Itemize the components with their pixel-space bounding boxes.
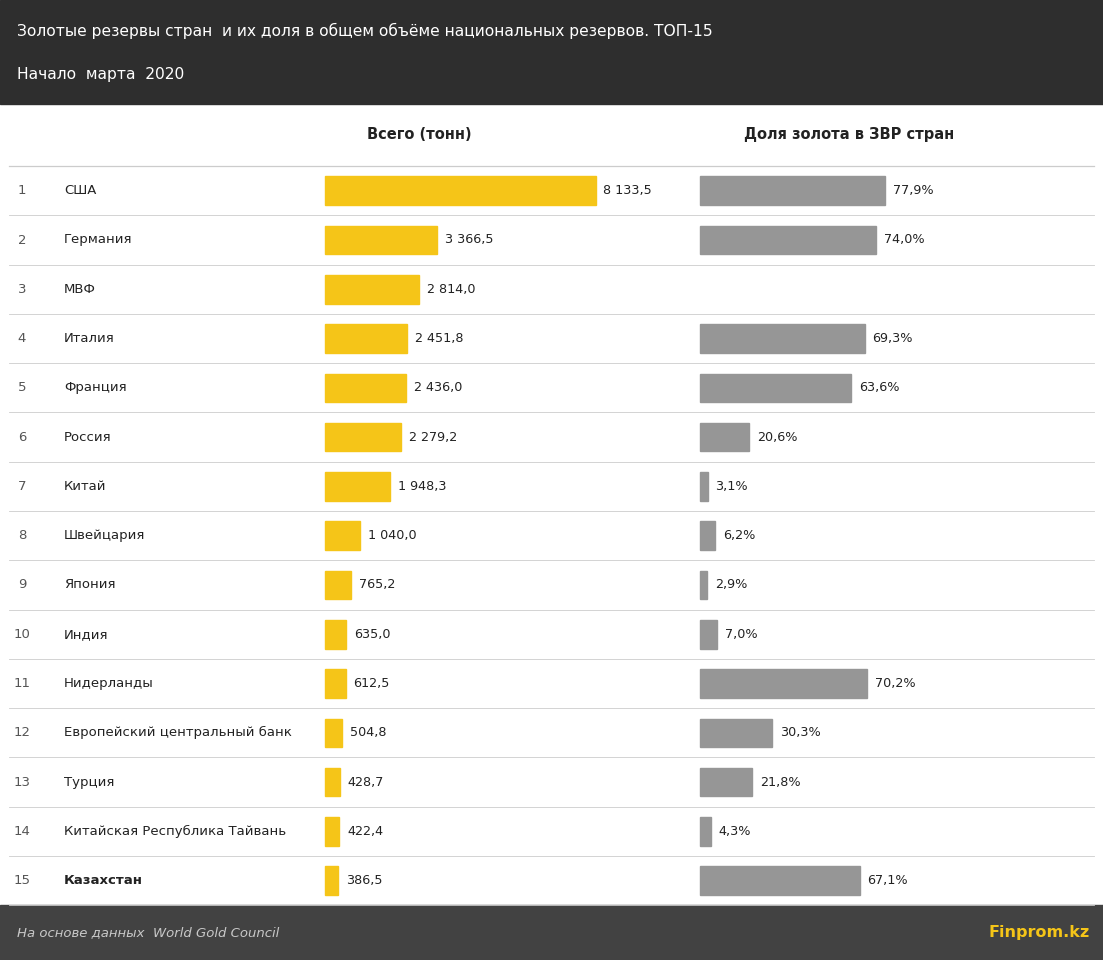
Text: 2,9%: 2,9%: [715, 579, 748, 591]
Text: Китайская Республика Тайвань: Китайская Республика Тайвань: [64, 825, 286, 838]
Text: Всего (тонн): Всего (тонн): [367, 128, 471, 142]
Bar: [700, 226, 876, 254]
Bar: [700, 373, 852, 402]
Text: 70,2%: 70,2%: [875, 677, 915, 690]
Bar: [700, 718, 772, 747]
Text: 6: 6: [18, 431, 26, 444]
Text: 5: 5: [18, 381, 26, 395]
Text: Золотые резервы стран  и их доля в общем объёме национальных резервов. ТОП-15: Золотые резервы стран и их доля в общем …: [17, 23, 713, 39]
Text: Finprom.kz: Finprom.kz: [988, 925, 1090, 940]
Text: 2 451,8: 2 451,8: [415, 332, 463, 345]
Bar: [325, 177, 596, 205]
Text: 428,7: 428,7: [347, 776, 384, 788]
Bar: [325, 718, 342, 747]
Text: 386,5: 386,5: [346, 875, 383, 887]
Text: 12: 12: [13, 727, 31, 739]
Text: 1 040,0: 1 040,0: [367, 529, 416, 542]
Text: 9: 9: [18, 579, 26, 591]
Bar: [0, 0, 1103, 104]
Bar: [325, 275, 419, 303]
Text: Италия: Италия: [64, 332, 115, 345]
Text: 4,3%: 4,3%: [718, 825, 751, 838]
Bar: [325, 472, 390, 501]
Text: 422,4: 422,4: [347, 825, 383, 838]
Text: Европейский центральный банк: Европейский центральный банк: [64, 727, 292, 739]
Bar: [700, 817, 710, 846]
Text: 2: 2: [18, 233, 26, 247]
Bar: [700, 768, 752, 797]
Text: 2 814,0: 2 814,0: [427, 283, 475, 296]
Bar: [325, 226, 437, 254]
Text: 4: 4: [18, 332, 26, 345]
Text: Япония: Япония: [64, 579, 116, 591]
Text: 8 133,5: 8 133,5: [603, 184, 652, 197]
Text: Доля золота в ЗВР стран: Доля золота в ЗВР стран: [745, 128, 954, 142]
Text: 20,6%: 20,6%: [757, 431, 797, 444]
Text: 2 436,0: 2 436,0: [414, 381, 462, 395]
Bar: [700, 866, 859, 895]
Text: 635,0: 635,0: [354, 628, 390, 640]
Text: Нидерланды: Нидерланды: [64, 677, 153, 690]
Text: 11: 11: [13, 677, 31, 690]
Bar: [325, 324, 407, 353]
Text: 69,3%: 69,3%: [872, 332, 913, 345]
Text: Китай: Китай: [64, 480, 107, 492]
Text: 67,1%: 67,1%: [867, 875, 908, 887]
Bar: [700, 521, 715, 550]
Bar: [0, 905, 1103, 960]
Bar: [325, 669, 345, 698]
Text: Индия: Индия: [64, 628, 108, 640]
Text: 1: 1: [18, 184, 26, 197]
Bar: [700, 324, 865, 353]
Text: Казахстан: Казахстан: [64, 875, 143, 887]
Bar: [325, 570, 351, 599]
Text: 7,0%: 7,0%: [725, 628, 758, 640]
Text: Начало  марта  2020: Начало марта 2020: [17, 67, 184, 83]
Text: 3,1%: 3,1%: [716, 480, 748, 492]
Text: 765,2: 765,2: [358, 579, 395, 591]
Text: Швейцария: Швейцария: [64, 529, 146, 542]
Text: 21,8%: 21,8%: [760, 776, 801, 788]
Text: Россия: Россия: [64, 431, 111, 444]
Text: 77,9%: 77,9%: [892, 184, 933, 197]
Text: 1 948,3: 1 948,3: [398, 480, 447, 492]
Text: 15: 15: [13, 875, 31, 887]
Text: 74,0%: 74,0%: [884, 233, 924, 247]
Text: 3: 3: [18, 283, 26, 296]
Text: 14: 14: [13, 825, 31, 838]
Bar: [700, 472, 708, 501]
Bar: [325, 422, 401, 451]
Bar: [325, 620, 346, 649]
Text: 6,2%: 6,2%: [722, 529, 756, 542]
Bar: [700, 422, 749, 451]
Text: Турция: Турция: [64, 776, 115, 788]
Text: США: США: [64, 184, 96, 197]
Text: 7: 7: [18, 480, 26, 492]
Bar: [325, 817, 340, 846]
Text: 8: 8: [18, 529, 26, 542]
Bar: [325, 373, 406, 402]
Text: 504,8: 504,8: [350, 727, 386, 739]
Bar: [325, 866, 339, 895]
Text: 63,6%: 63,6%: [859, 381, 899, 395]
Text: На основе данных  World Gold Council: На основе данных World Gold Council: [17, 926, 279, 939]
Text: МВФ: МВФ: [64, 283, 96, 296]
Text: 3 366,5: 3 366,5: [445, 233, 493, 247]
Bar: [700, 177, 885, 205]
Bar: [325, 521, 360, 550]
Text: 13: 13: [13, 776, 31, 788]
Bar: [700, 669, 867, 698]
Bar: [700, 620, 717, 649]
Bar: [700, 570, 707, 599]
Text: Германия: Германия: [64, 233, 132, 247]
Text: 10: 10: [13, 628, 31, 640]
Text: 2 279,2: 2 279,2: [409, 431, 457, 444]
Text: 612,5: 612,5: [353, 677, 389, 690]
Text: Франция: Франция: [64, 381, 127, 395]
Bar: [325, 768, 340, 797]
Text: 30,3%: 30,3%: [780, 727, 821, 739]
